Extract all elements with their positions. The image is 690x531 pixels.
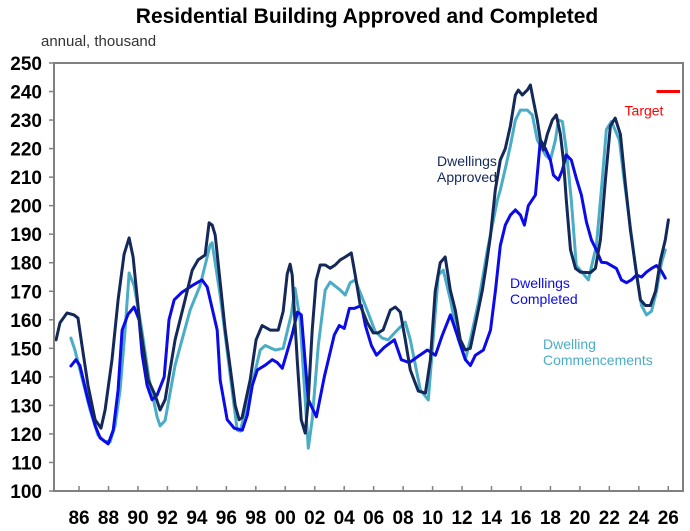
y-tick-label: 130 xyxy=(10,396,42,417)
x-tick-label: 08 xyxy=(393,508,414,529)
x-tick-label: 22 xyxy=(599,508,620,529)
y-tick-label: 160 xyxy=(10,311,42,332)
x-tick-label: 02 xyxy=(304,508,325,529)
label-completed-line2: Completed xyxy=(510,291,578,307)
y-tick-label: 240 xyxy=(10,83,42,104)
label-dwellings-completed: Dwellings Completed xyxy=(510,275,578,307)
x-tick-label: 94 xyxy=(186,508,208,529)
x-tick-label: 92 xyxy=(157,508,178,529)
y-tick-label: 140 xyxy=(10,368,42,389)
x-tick-label: 20 xyxy=(569,508,590,529)
label-commencements-line2: Commencements xyxy=(543,352,653,368)
x-tick-label: 88 xyxy=(98,508,119,529)
y-tick-label: 180 xyxy=(10,254,42,275)
x-tick-label: 04 xyxy=(334,508,356,529)
series-line-dwellings-approved xyxy=(54,83,670,435)
y-tick-label: 250 xyxy=(10,54,42,75)
y-tick-label: 210 xyxy=(10,168,42,189)
x-tick-label: 86 xyxy=(68,508,89,529)
x-tick-label: 98 xyxy=(245,508,266,529)
series-layer xyxy=(54,83,670,450)
label-approved-line2: Approved xyxy=(437,169,497,185)
x-tick-label: 16 xyxy=(510,508,531,529)
y-tick-label: 150 xyxy=(10,339,42,360)
chart-subtitle: annual, thousand xyxy=(41,33,156,50)
label-completed-line1: Dwellings xyxy=(510,275,570,291)
x-tick-label: 12 xyxy=(451,508,472,529)
x-tick-label: 18 xyxy=(540,508,561,529)
y-tick-label: 220 xyxy=(10,140,42,161)
label-commencements-line1: Dwelling xyxy=(543,336,596,352)
y-tick-label: 170 xyxy=(10,282,42,303)
label-approved-line1: Dwellings xyxy=(437,153,497,169)
x-tick-label: 10 xyxy=(422,508,443,529)
x-tick-label: 24 xyxy=(628,508,650,529)
label-dwellings-approved: Dwellings Approved xyxy=(437,153,497,185)
y-tick-label: 100 xyxy=(10,482,42,503)
plot-frame xyxy=(53,62,684,492)
target-label: Target xyxy=(625,103,664,119)
y-tick-label: 230 xyxy=(10,111,42,132)
x-tick-label: 96 xyxy=(216,508,237,529)
x-tick-label: 26 xyxy=(658,508,679,529)
series-line-dwellings-completed xyxy=(69,138,667,446)
y-tick-label: 200 xyxy=(10,197,42,218)
x-tick-label: 06 xyxy=(363,508,384,529)
x-tick-label: 90 xyxy=(127,508,148,529)
y-tick-label: 120 xyxy=(10,425,42,446)
series-line-dwelling-commencements xyxy=(69,108,667,450)
x-axis-ticks: 86 88 90 92 94 96 98 00 02 04 06 08 10 12 14 16 18 20 22 24… xyxy=(68,486,679,529)
x-tick-label: 14 xyxy=(481,508,503,529)
y-tick-label: 110 xyxy=(11,453,42,474)
y-axis-ticks: 100 110 120 130 140 150 160 170 180 190 200 210 220 2… xyxy=(10,54,54,503)
label-dwelling-commencements: Dwelling Commencements xyxy=(543,336,653,368)
chart-title: Residential Building Approved and Comple… xyxy=(136,5,598,28)
x-tick-label: 00 xyxy=(275,508,296,529)
y-tick-label: 190 xyxy=(10,225,42,246)
